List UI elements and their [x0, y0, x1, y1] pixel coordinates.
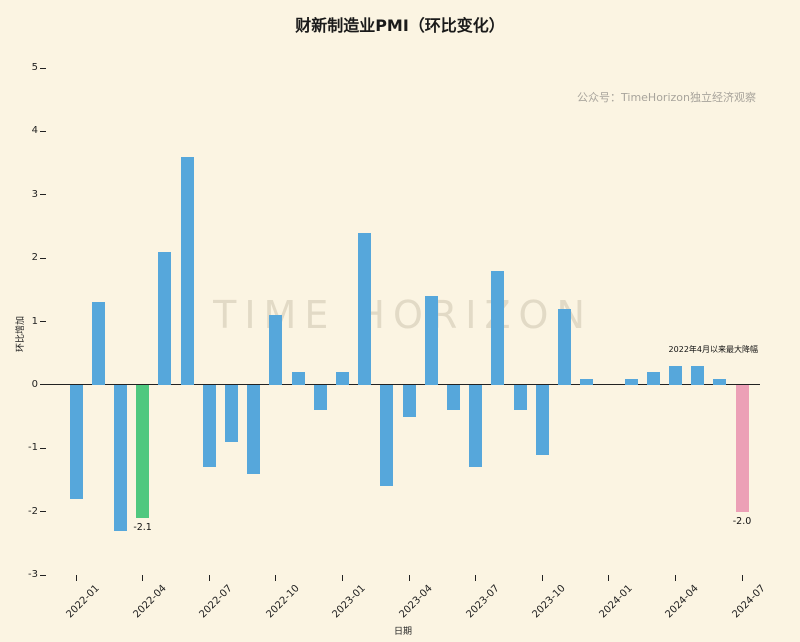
bar-2024-07 — [735, 384, 749, 512]
x-tick-mark-2024-04 — [674, 575, 676, 581]
x-axis-label: 日期 — [393, 627, 412, 637]
bar-2023-09 — [513, 384, 527, 411]
x-tick-mark-2023-04 — [408, 575, 410, 581]
y-tick-mark-0 — [40, 384, 46, 386]
bar-2024-05 — [691, 365, 705, 385]
bar-2022-07 — [202, 384, 216, 468]
bar-2023-01 — [335, 372, 349, 385]
y-tick-label--3: -3 — [28, 569, 38, 580]
bar-2023-04 — [402, 384, 416, 417]
y-tick-mark--3 — [40, 574, 46, 576]
y-tick-label--2: -2 — [28, 505, 38, 517]
y-tick-label-1: 1 — [31, 315, 38, 327]
bar-value-label-2022-04: -2.1 — [133, 521, 152, 533]
x-tick-mark-2022-10 — [275, 575, 277, 581]
max-drop-annotation: 2022年4月以来最大降幅 — [668, 345, 758, 354]
y-tick-mark-4 — [40, 130, 46, 132]
bar-2023-08 — [491, 270, 505, 385]
bar-2023-03 — [380, 384, 394, 487]
y-tick-mark--1 — [40, 447, 46, 449]
bar-2022-12 — [313, 384, 327, 411]
x-tick-mark-2022-04 — [142, 575, 144, 581]
plot-area — [46, 68, 760, 575]
bar-2022-04 — [136, 384, 150, 518]
bar-2022-02 — [91, 302, 105, 385]
x-tick-mark-2023-07 — [475, 575, 477, 581]
y-tick-label-5: 5 — [31, 62, 38, 73]
y-tick-mark--2 — [40, 511, 46, 513]
bar-2024-04 — [668, 365, 682, 385]
bar-2023-11 — [557, 308, 571, 385]
y-tick-label--1: -1 — [28, 442, 38, 454]
bar-2022-06 — [180, 156, 194, 385]
bar-value-label-2024-07: -2.0 — [732, 515, 752, 527]
bar-2023-06 — [446, 384, 460, 411]
y-tick-label-4: 4 — [31, 125, 38, 137]
watermark-account-text: 公众号：TimeHorizon独立经济观察 — [577, 91, 756, 104]
bar-2024-02 — [624, 378, 638, 385]
bar-2022-01 — [69, 384, 83, 499]
y-tick-mark-3 — [40, 194, 46, 196]
y-tick-mark-2 — [40, 257, 46, 259]
bar-2024-03 — [646, 372, 660, 385]
bar-2023-07 — [469, 384, 483, 468]
chart-title: 财新制造业PMI（环比变化） — [295, 16, 505, 35]
y-tick-label-2: 2 — [31, 252, 38, 264]
x-tick-mark-2022-01 — [75, 575, 77, 581]
y-tick-label-0: 0 — [31, 378, 38, 390]
bar-2022-10 — [269, 315, 283, 385]
x-tick-mark-2024-07 — [741, 575, 743, 581]
bar-2023-05 — [424, 296, 438, 385]
bar-2023-10 — [535, 384, 549, 455]
bar-2024-06 — [713, 378, 727, 385]
bar-2022-08 — [224, 384, 238, 442]
bar-2023-12 — [580, 378, 594, 385]
x-tick-mark-2022-07 — [208, 575, 210, 581]
bar-2022-09 — [247, 384, 261, 474]
bar-2022-11 — [291, 372, 305, 385]
x-tick-mark-2024-01 — [608, 575, 610, 581]
y-tick-label-3: 3 — [31, 188, 38, 200]
y-tick-mark-1 — [40, 321, 46, 322]
x-tick-mark-2023-10 — [541, 575, 543, 581]
bar-2022-03 — [113, 384, 127, 531]
zero-axis-line — [46, 384, 760, 386]
bar-2022-05 — [158, 251, 172, 385]
bar-2023-02 — [358, 232, 372, 385]
y-tick-mark-5 — [40, 67, 46, 69]
x-tick-mark-2023-01 — [341, 575, 343, 581]
